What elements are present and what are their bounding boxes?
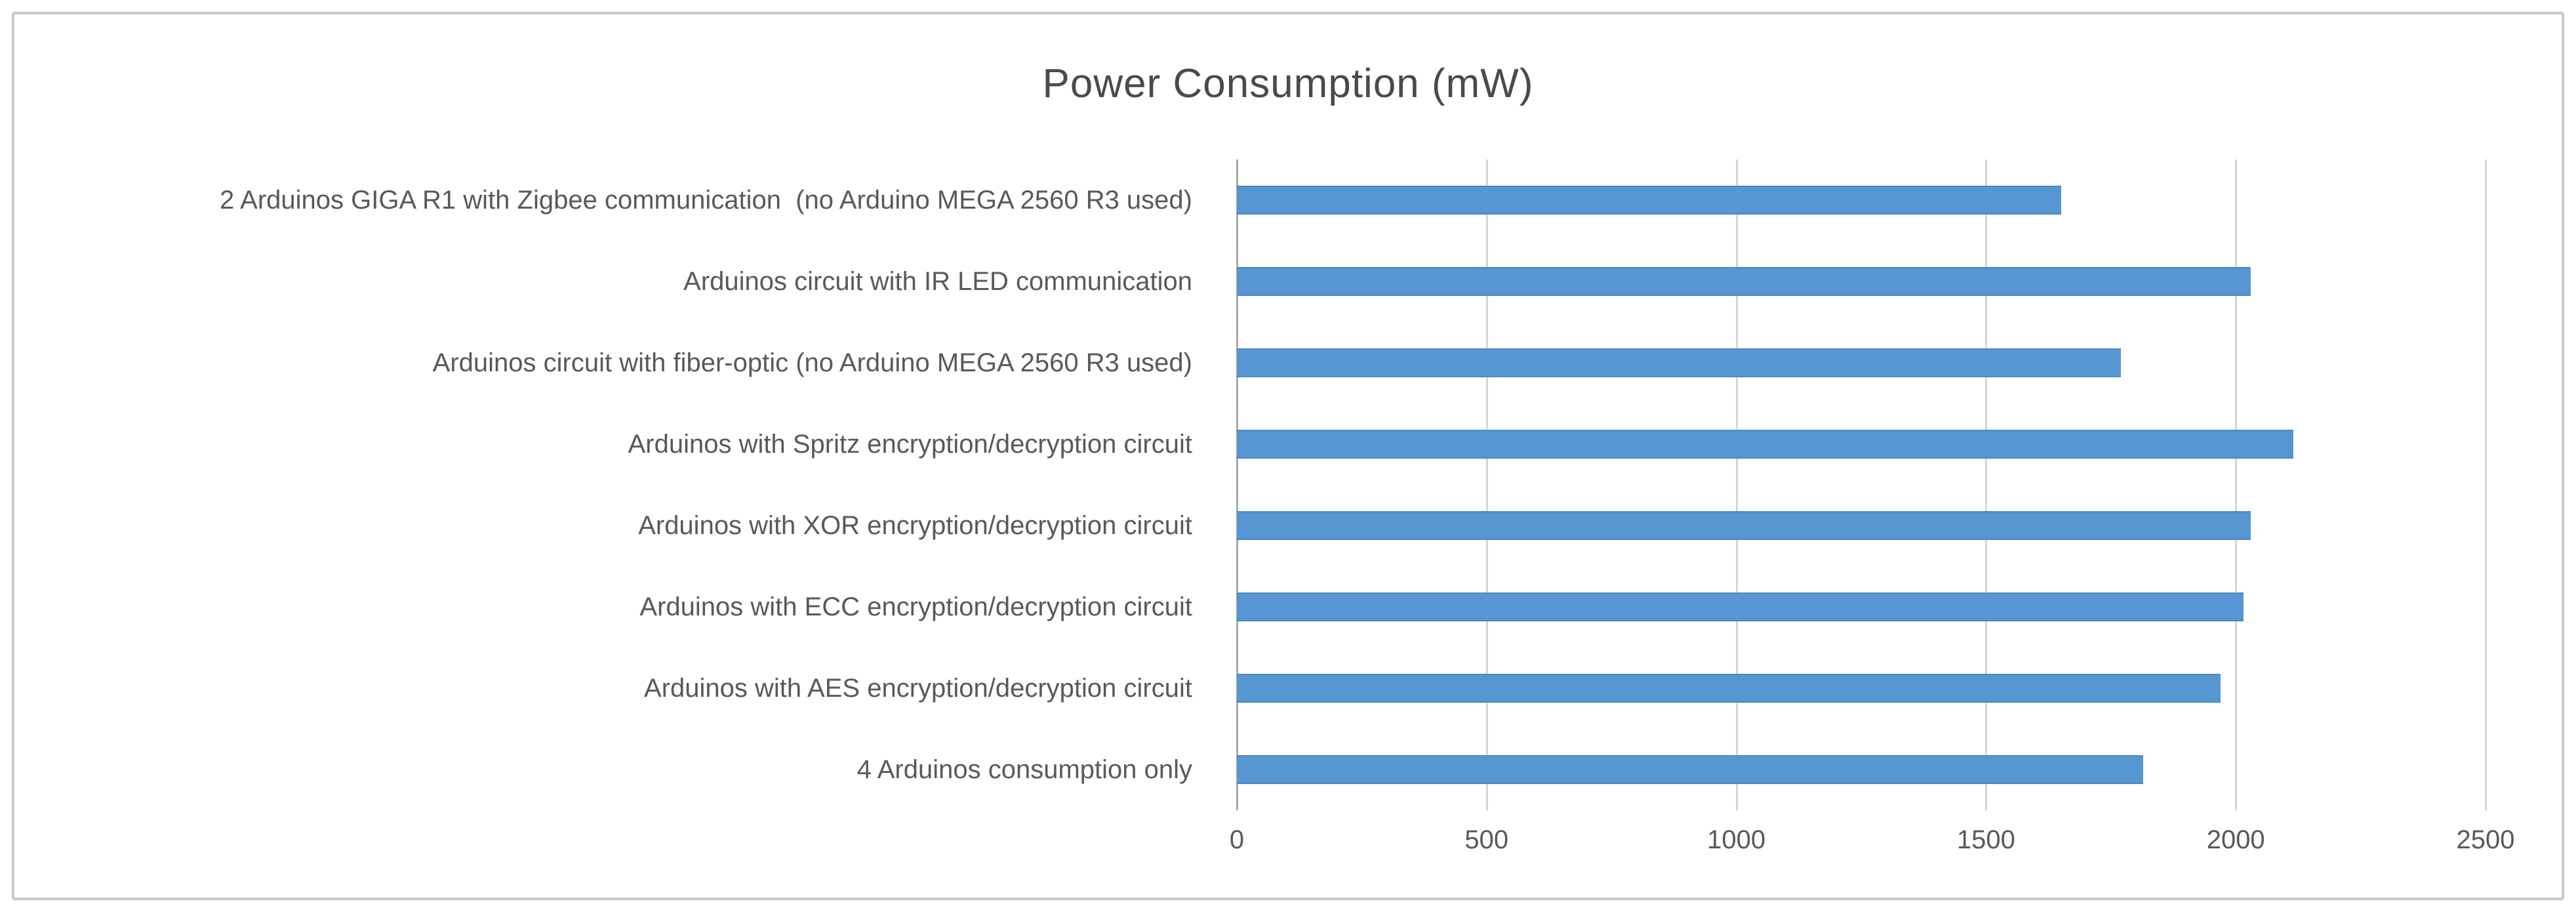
bar-row (1237, 566, 2485, 648)
category-label: Arduinos with ECC encryption/decryption … (639, 592, 1192, 621)
gridline (1985, 159, 1988, 810)
bar (1237, 267, 2251, 296)
bar (1237, 511, 2251, 540)
value-axis-tick-labels: 0 500 1000 1500 2000 2500 (1230, 825, 2515, 865)
bar-row (1237, 322, 2485, 404)
category-label-row: Arduinos circuit with fiber-optic (no Ar… (0, 322, 1213, 404)
bar-row (1237, 159, 2485, 241)
chart-title: Power Consumption (mW) (1042, 61, 1534, 106)
category-label-row: 2 Arduinos GIGA R1 with Zigbee communica… (0, 159, 1213, 241)
category-label-row: 4 Arduinos consumption only (0, 729, 1213, 810)
bar-row (1237, 729, 2485, 810)
bar-row (1237, 648, 2485, 729)
category-label: Arduinos with AES encryption/decryption … (644, 673, 1192, 703)
x-tick-label: 1500 (1956, 825, 2015, 854)
gridline (1735, 159, 1738, 810)
category-label: 2 Arduinos GIGA R1 with Zigbee communica… (219, 185, 1192, 215)
category-axis-labels: 2 Arduinos GIGA R1 with Zigbee communica… (0, 159, 1213, 810)
bar-row (1237, 485, 2485, 566)
category-label-row: Arduinos circuit with IR LED communicati… (0, 241, 1213, 322)
x-tick-label: 2000 (2206, 825, 2265, 854)
bar (1237, 755, 2144, 784)
gridline (2235, 159, 2238, 810)
category-label-row: Arduinos with Spritz encryption/decrypti… (0, 404, 1213, 485)
category-label: 4 Arduinos consumption only (856, 755, 1192, 784)
category-label: Arduinos with XOR encryption/decryption … (638, 510, 1192, 540)
bar (1237, 186, 2061, 215)
x-tick-label: 2500 (2456, 825, 2515, 854)
plot-area (1236, 159, 2487, 810)
bar (1237, 430, 2293, 459)
category-label: Arduinos circuit with IR LED communicati… (683, 266, 1192, 296)
category-label: Arduinos with Spritz encryption/decrypti… (628, 429, 1192, 459)
bar-row (1237, 241, 2485, 322)
bar (1237, 592, 2244, 621)
gridline (2485, 159, 2487, 810)
category-label-row: Arduinos with ECC encryption/decryption … (0, 566, 1213, 648)
x-tick-label: 0 (1229, 825, 1245, 854)
bar-series (1237, 159, 2485, 810)
category-label-row: Arduinos with XOR encryption/decryption … (0, 485, 1213, 566)
bar (1237, 674, 2221, 703)
x-tick-label: 1000 (1707, 825, 1766, 854)
bar (1237, 348, 2122, 377)
category-axis-line (1236, 159, 1238, 810)
category-label: Arduinos circuit with fiber-optic (no Ar… (432, 348, 1192, 377)
x-tick-label: 500 (1464, 825, 1509, 854)
bar-row (1237, 404, 2485, 485)
category-label-row: Arduinos with AES encryption/decryption … (0, 648, 1213, 729)
gridline (1485, 159, 1488, 810)
